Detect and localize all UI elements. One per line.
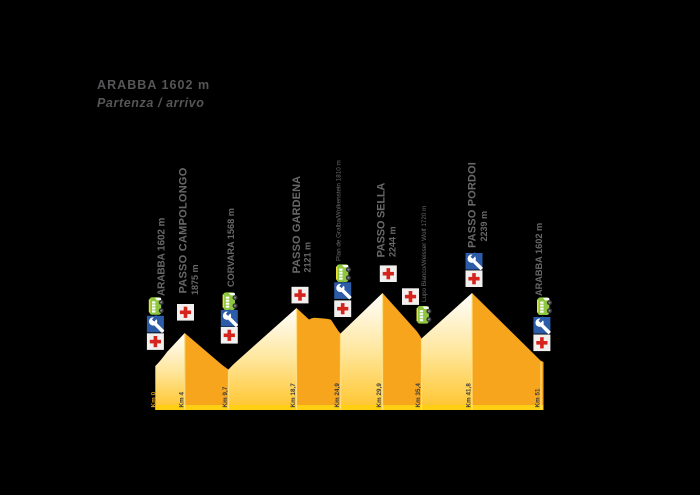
svg-text:1875 m: 1875 m (190, 264, 200, 295)
svg-text:CORVARA 1568 m: CORVARA 1568 m (226, 208, 236, 287)
svg-text:Plan de Gralba/Wolkenstein 181: Plan de Gralba/Wolkenstein 1810 m (336, 160, 343, 261)
svg-text:Lupo Bianco/Weisser Wolf 1720: Lupo Bianco/Weisser Wolf 1720 m (421, 206, 428, 302)
svg-text:Km 41,8: Km 41,8 (466, 383, 473, 408)
svg-text:PASSO CAMPOLONGO: PASSO CAMPOLONGO (178, 167, 190, 293)
svg-text:Km 18,7: Km 18,7 (290, 383, 297, 408)
svg-text:Km 0: Km 0 (151, 391, 158, 407)
svg-text:Km 4: Km 4 (178, 392, 185, 408)
svg-text:Km 35,4: Km 35,4 (415, 383, 422, 408)
svg-text:ARABBA 1602 m: ARABBA 1602 m (97, 78, 210, 92)
svg-text:PASSO SELLA: PASSO SELLA (376, 183, 388, 258)
svg-text:Km 9,7: Km 9,7 (222, 386, 229, 407)
svg-text:ARABBA 1602 m: ARABBA 1602 m (157, 217, 168, 296)
svg-text:2239 m: 2239 m (479, 211, 489, 242)
svg-text:PASSO GARDENA: PASSO GARDENA (291, 176, 303, 274)
svg-text:2244 m: 2244 m (388, 226, 398, 257)
svg-text:ARABBA 1602 m: ARABBA 1602 m (534, 223, 544, 296)
svg-text:Km 29,9: Km 29,9 (376, 383, 383, 408)
svg-text:Km 24,9: Km 24,9 (334, 383, 341, 408)
svg-text:2121 m: 2121 m (303, 242, 313, 273)
svg-text:Km 51: Km 51 (535, 388, 542, 408)
svg-text:PASSO PORDOI: PASSO PORDOI (467, 162, 479, 248)
svg-text:Partenza / arrivo: Partenza / arrivo (97, 96, 204, 110)
